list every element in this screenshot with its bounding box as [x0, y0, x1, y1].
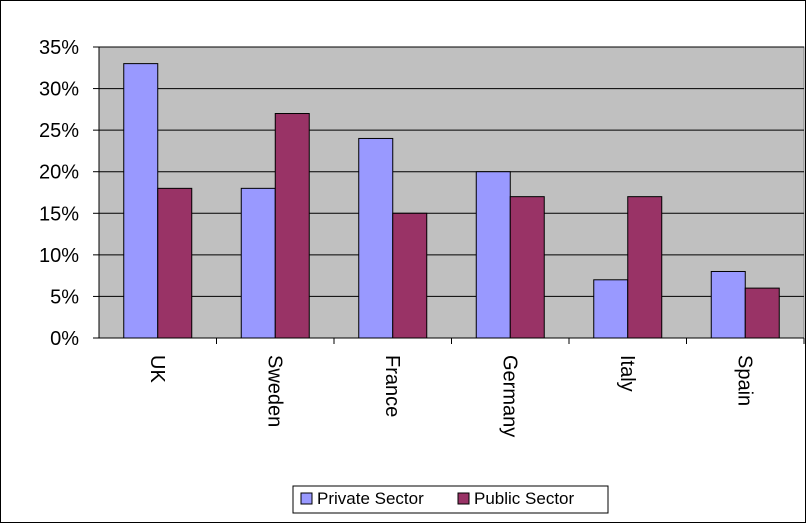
- bar-public-sector: [627, 196, 663, 339]
- y-tick-labels: 0% 5% 10% 15% 20% 25% 30% 35%: [39, 37, 79, 350]
- y-tick-label: 10%: [39, 245, 79, 267]
- x-tick-label: France: [381, 355, 403, 417]
- bar-public-sector: [274, 113, 310, 339]
- x-tick-label: Germany: [498, 355, 520, 437]
- bar-public-sector: [392, 212, 428, 339]
- y-tick-label: 5%: [50, 286, 79, 308]
- bar-public-sector: [157, 187, 193, 339]
- bar-private-sector: [475, 171, 511, 339]
- legend-label: Private Sector: [317, 489, 424, 508]
- bar-public-sector: [744, 287, 780, 339]
- plot-area: [98, 46, 805, 339]
- bar-private-sector: [240, 187, 276, 339]
- y-tick-label: 35%: [39, 37, 79, 59]
- x-tick-label: Spain: [733, 355, 755, 406]
- y-tick-label: 15%: [39, 203, 79, 225]
- axes: [93, 46, 805, 344]
- x-tick-labels: UK Sweden France Germany Italy Spain: [146, 355, 756, 437]
- y-tick-label: 30%: [39, 79, 79, 101]
- legend-swatch: [300, 492, 313, 505]
- bar-private-sector: [358, 137, 394, 339]
- y-tick-label: 25%: [39, 120, 79, 142]
- bar-private-sector: [710, 270, 746, 339]
- y-tick-label: 20%: [39, 162, 79, 184]
- x-tick-label: UK: [146, 355, 168, 383]
- legend-box: [292, 485, 609, 514]
- bars: [123, 63, 780, 339]
- x-tick-label: Sweden: [263, 355, 285, 427]
- legend-label: Public Sector: [474, 489, 574, 508]
- legend-swatch: [457, 492, 470, 505]
- bar-private-sector: [123, 63, 159, 339]
- gridlines: [99, 46, 804, 297]
- x-tick-label: Italy: [616, 355, 638, 392]
- legend: Private Sector Public Sector: [292, 485, 609, 514]
- bar-private-sector: [593, 279, 629, 339]
- bar-public-sector: [509, 196, 545, 339]
- y-tick-label: 0%: [50, 328, 79, 350]
